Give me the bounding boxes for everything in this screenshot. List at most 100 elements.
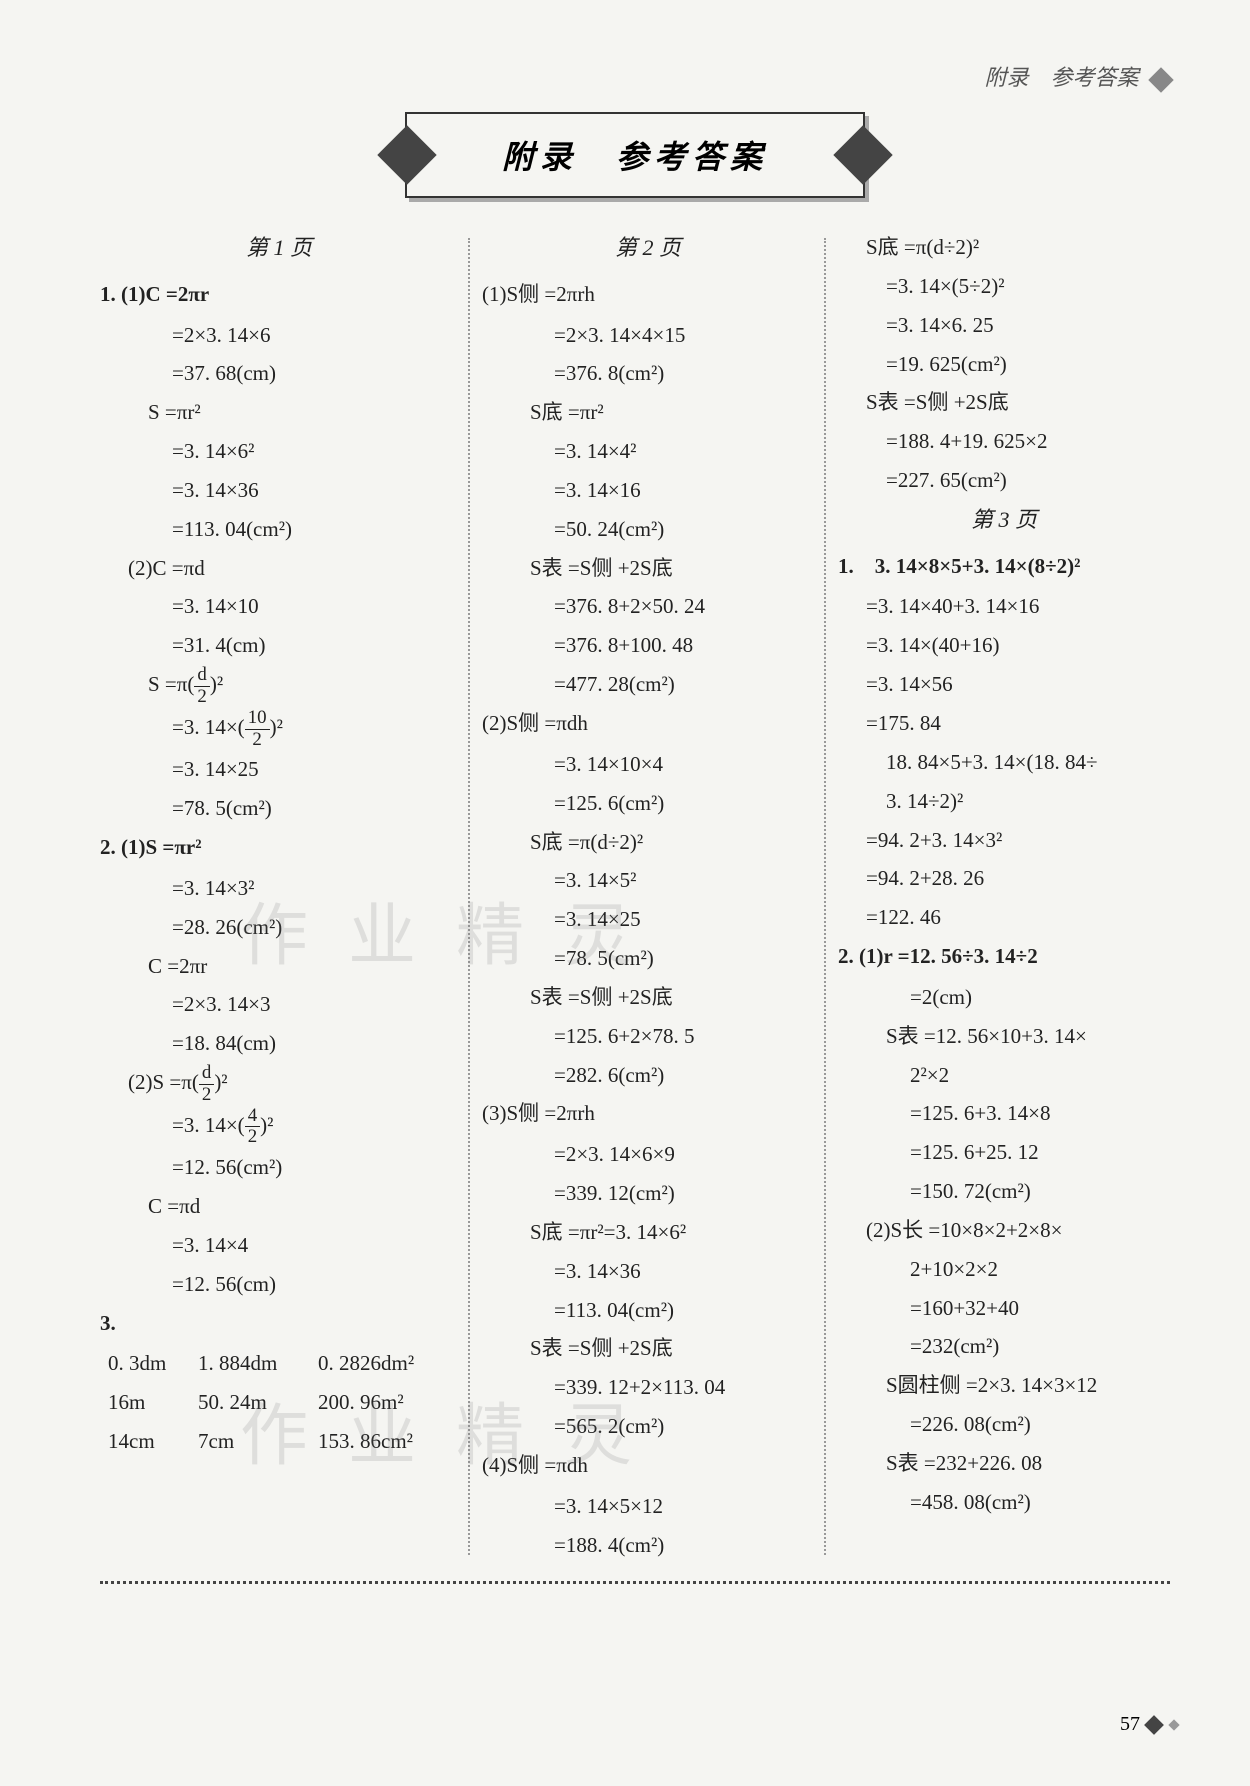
solution-line: =113. 04(cm²) xyxy=(482,1291,814,1330)
title-banner: 附录 参考答案 xyxy=(405,112,865,198)
solution-line: =3. 14×16 xyxy=(482,471,814,510)
table-cell: 0. 3dm xyxy=(108,1344,188,1383)
diamond-icon xyxy=(1148,67,1173,92)
solution-line: =339. 12(cm²) xyxy=(482,1174,814,1213)
solution-line: 2²×2 xyxy=(838,1056,1170,1095)
solution-line: 1. (1)C =2πr xyxy=(100,275,458,314)
table-cell: 7cm xyxy=(198,1422,308,1461)
solution-line: 2. (1)r =12. 56÷3. 14÷2 xyxy=(838,937,1170,976)
solution-line: =3. 14×25 xyxy=(100,750,458,789)
page-label-3: 第 3 页 xyxy=(838,500,1170,541)
solution-line: =2×3. 14×3 xyxy=(100,985,458,1024)
solution-line: =3. 14×(40+16) xyxy=(838,626,1170,665)
solution-line: =160+32+40 xyxy=(838,1289,1170,1328)
solution-line: =78. 5(cm²) xyxy=(100,789,458,828)
solution-line: =3. 14×10 xyxy=(100,587,458,626)
solution-line: =3. 14×(42)² xyxy=(100,1106,458,1149)
solution-line: 1. 3. 14×8×5+3. 14×(8÷2)² xyxy=(838,547,1170,586)
table-cell: 1. 884dm xyxy=(198,1344,308,1383)
solution-line: =3. 14×4² xyxy=(482,432,814,471)
solution-line: =188. 4+19. 625×2 xyxy=(838,422,1170,461)
solution-line: S表 =232+226. 08 xyxy=(838,1444,1170,1483)
solution-line: =37. 68(cm) xyxy=(100,354,458,393)
solution-line: =188. 4(cm²) xyxy=(482,1526,814,1565)
solution-line: =122. 46 xyxy=(838,898,1170,937)
solution-line: (2)C =πd xyxy=(100,549,458,588)
solution-line: =12. 56(cm) xyxy=(100,1265,458,1304)
table-cell: 200. 96m² xyxy=(318,1383,458,1422)
header-breadcrumb: 附录 参考答案 xyxy=(100,60,1170,92)
solution-line: =3. 14×25 xyxy=(482,900,814,939)
solution-line: =28. 26(cm²) xyxy=(100,908,458,947)
solution-line: S底 =π(d÷2)² xyxy=(482,823,814,862)
solution-line: =3. 14×6² xyxy=(100,432,458,471)
solution-line: =3. 14×3² xyxy=(100,869,458,908)
solution-line: =125. 6+25. 12 xyxy=(838,1133,1170,1172)
solution-line: =3. 14×10×4 xyxy=(482,745,814,784)
problem-number: 1. (1)C =2πr xyxy=(100,282,209,306)
table-row: 16m 50. 24m 200. 96m² xyxy=(100,1383,458,1422)
solution-line: S底 =πr² xyxy=(482,393,814,432)
solution-line: (1)S侧 =2πrh xyxy=(482,275,814,314)
solution-line: S底 =π(d÷2)² xyxy=(838,228,1170,267)
solution-line: =376. 8+100. 48 xyxy=(482,626,814,665)
solution-line: C =πd xyxy=(100,1187,458,1226)
solution-line: =3. 14×56 xyxy=(838,665,1170,704)
page-title: 附录 参考答案 xyxy=(407,132,863,178)
solution-line: =227. 65(cm²) xyxy=(838,461,1170,500)
solution-line: =175. 84 xyxy=(838,704,1170,743)
solution-line: =339. 12+2×113. 04 xyxy=(482,1368,814,1407)
solution-line: =2×3. 14×6×9 xyxy=(482,1135,814,1174)
solution-line: =125. 6+2×78. 5 xyxy=(482,1017,814,1056)
solution-line: S表 =S侧 +2S底 xyxy=(482,978,814,1017)
solution-line: C =2πr xyxy=(100,947,458,986)
problem-number: 3. xyxy=(100,1304,458,1343)
column-2: 第 2 页 (1)S侧 =2πrh =2×3. 14×4×15 =376. 8(… xyxy=(482,228,814,1565)
table-cell: 16m xyxy=(108,1383,188,1422)
solution-line: =3. 14×4 xyxy=(100,1226,458,1265)
solution-line: =226. 08(cm²) xyxy=(838,1405,1170,1444)
solution-line: =3. 14×5² xyxy=(482,861,814,900)
solution-line: S表 =S侧 +2S底 xyxy=(482,549,814,588)
solution-line: =18. 84(cm) xyxy=(100,1024,458,1063)
solution-line: =376. 8+2×50. 24 xyxy=(482,587,814,626)
solution-line: S =πr² xyxy=(100,393,458,432)
solution-line: =3. 14×6. 25 xyxy=(838,306,1170,345)
solution-line: =125. 6+3. 14×8 xyxy=(838,1094,1170,1133)
solution-line: S表 =S侧 +2S底 xyxy=(482,1329,814,1368)
solution-line: =2×3. 14×6 xyxy=(100,316,458,355)
table-cell: 0. 2826dm² xyxy=(318,1344,458,1383)
solution-line: =232(cm²) xyxy=(838,1327,1170,1366)
solution-line: =282. 6(cm²) xyxy=(482,1056,814,1095)
solution-line: =2(cm) xyxy=(838,978,1170,1017)
table-row: 0. 3dm 1. 884dm 0. 2826dm² xyxy=(100,1344,458,1383)
solution-line: 2. (1)S =πr² xyxy=(100,828,458,867)
breadcrumb-text: 附录 参考答案 xyxy=(984,65,1138,90)
solution-line: S表 =12. 56×10+3. 14× xyxy=(838,1017,1170,1056)
solution-line: =376. 8(cm²) xyxy=(482,354,814,393)
solution-line: =2×3. 14×4×15 xyxy=(482,316,814,355)
solution-line: 18. 84×5+3. 14×(18. 84÷ xyxy=(838,743,1170,782)
solution-line: =78. 5(cm²) xyxy=(482,939,814,978)
solution-line: S表 =S侧 +2S底 xyxy=(838,383,1170,422)
solution-line: 2+10×2×2 xyxy=(838,1250,1170,1289)
table-cell: 50. 24m xyxy=(198,1383,308,1422)
solution-line: =3. 14×(5÷2)² xyxy=(838,267,1170,306)
solution-line: S =π(d2)² xyxy=(100,665,458,708)
content-columns: 第 1 页 1. (1)C =2πr =2×3. 14×6 =37. 68(cm… xyxy=(100,228,1170,1565)
diamond-icon xyxy=(1144,1716,1164,1736)
solution-line: (3)S侧 =2πrh xyxy=(482,1094,814,1133)
solution-line: (2)S长 =10×8×2+2×8× xyxy=(838,1211,1170,1250)
table-cell: 14cm xyxy=(108,1422,188,1461)
solution-line: =3. 14×(102)² xyxy=(100,708,458,751)
solution-line: =50. 24(cm²) xyxy=(482,510,814,549)
page-number-text: 57 xyxy=(1120,1713,1140,1735)
diamond-icon xyxy=(1168,1720,1179,1731)
solution-line: =3. 14×36 xyxy=(482,1252,814,1291)
solution-line: =3. 14×36 xyxy=(100,471,458,510)
solution-line: S底 =πr²=3. 14×6² xyxy=(482,1213,814,1252)
table-row: 14cm 7cm 153. 86cm² xyxy=(100,1422,458,1461)
page-number: 57 xyxy=(1120,1713,1180,1736)
solution-line: (2)S侧 =πdh xyxy=(482,704,814,743)
solution-line: =12. 56(cm²) xyxy=(100,1148,458,1187)
